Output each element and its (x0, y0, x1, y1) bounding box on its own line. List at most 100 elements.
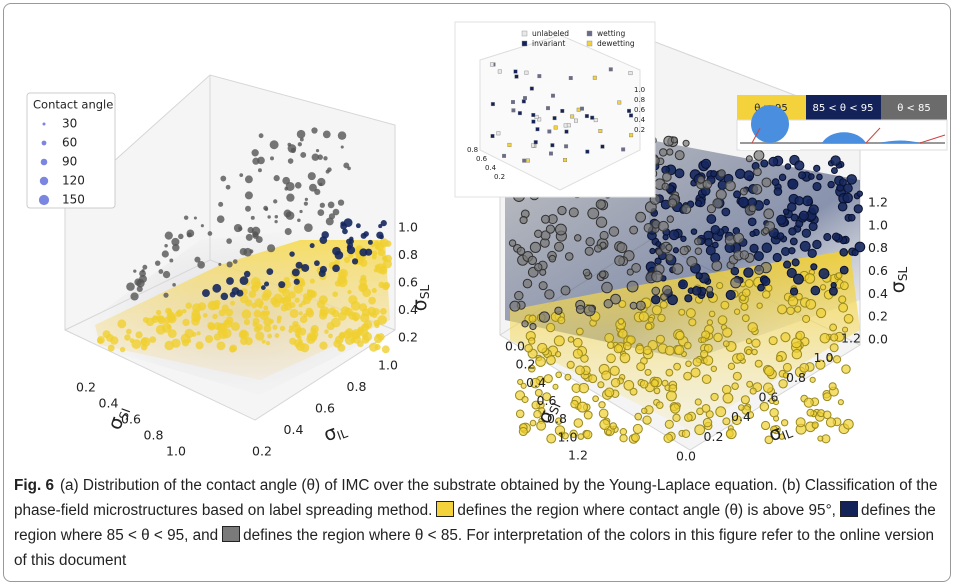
scatter-point (799, 362, 810, 373)
scatter-point (273, 175, 280, 182)
scatter-point (778, 173, 787, 182)
tick-label: 1.0 (378, 358, 398, 373)
scatter-point (731, 382, 739, 390)
inset-point (598, 129, 603, 133)
scatter-point (601, 370, 612, 381)
scatter-point (217, 322, 228, 333)
scatter-point (248, 290, 257, 298)
scatter-point (727, 362, 736, 370)
scatter-point (319, 306, 330, 316)
inset-tick-label: 1.0 (634, 86, 645, 94)
scatter-point (741, 288, 751, 298)
scatter-point (786, 306, 795, 316)
scatter-point (730, 266, 740, 276)
scatter-point (806, 408, 815, 417)
scatter-point (326, 322, 335, 331)
inset-point (564, 129, 569, 134)
scatter-point (778, 433, 786, 440)
scatter-point (546, 355, 556, 366)
scatter-point (595, 199, 606, 210)
scatter-point (220, 175, 227, 182)
scatter-point (300, 152, 307, 158)
scatter-point (730, 277, 742, 289)
scatter-point (799, 240, 811, 252)
scatter-point (610, 378, 621, 388)
scatter-point (722, 327, 733, 338)
scatter-point (636, 362, 646, 372)
scatter-point (703, 355, 714, 366)
scatter-point (761, 242, 773, 253)
scatter-point (218, 262, 222, 266)
scatter-point (298, 311, 303, 316)
scatter-point (588, 374, 598, 384)
scatter-point (557, 316, 566, 325)
caption-text: defines the region where θ < 85. For int… (14, 527, 935, 569)
scatter-point (715, 189, 727, 201)
scatter-point (816, 173, 823, 181)
scatter-point (520, 382, 527, 389)
scatter-point (825, 417, 837, 428)
scatter-point (608, 226, 620, 237)
scatter-point (702, 417, 713, 428)
scatter-point (741, 314, 750, 323)
scatter-point (250, 277, 261, 287)
scatter-point (244, 175, 253, 184)
scatter-point (252, 157, 260, 165)
scatter-point (319, 182, 323, 187)
scatter-point (701, 374, 712, 384)
scatter-point (745, 155, 753, 163)
caption-text: (a) Distribution of the contact angle (θ… (14, 477, 938, 519)
scatter-point (839, 178, 847, 187)
scatter-point (638, 311, 650, 322)
scatter-point (702, 179, 713, 190)
scatter-point (378, 266, 388, 275)
scatter-point (575, 304, 585, 314)
scatter-point (773, 187, 783, 196)
tick-label: 0.6 (868, 263, 888, 278)
scatter-point (371, 254, 377, 260)
tick-label: 1.0 (398, 220, 418, 235)
inset-point (529, 86, 534, 91)
scatter-point (831, 232, 841, 242)
scatter-point (574, 234, 582, 242)
scatter-point (312, 331, 319, 338)
scatter-point (264, 281, 270, 287)
scatter-point (684, 413, 693, 422)
scatter-point (794, 305, 802, 313)
inset-legend-label: wetting (597, 29, 625, 38)
scatter-point (278, 281, 286, 289)
scatter-point (665, 243, 673, 252)
scatter-point (598, 270, 607, 279)
scatter-point (371, 287, 377, 293)
scatter-point (202, 289, 210, 298)
scatter-point (577, 433, 585, 440)
scatter-point (671, 263, 684, 275)
inset-point (531, 119, 536, 124)
scatter-point (665, 253, 674, 262)
scatter-point (780, 332, 791, 343)
scatter-point (832, 355, 842, 364)
scatter-point (528, 314, 537, 323)
scatter-point (154, 260, 161, 266)
scatter-point (305, 309, 315, 318)
scatter-point (673, 362, 681, 371)
inset-point (570, 114, 575, 119)
scatter-point (713, 332, 723, 343)
scatter-point (721, 384, 732, 395)
scatter-point (281, 288, 291, 298)
scatter-point (856, 190, 863, 197)
scatter-point (775, 355, 783, 363)
tick-label: 0.4 (868, 286, 888, 301)
inset-point (584, 114, 589, 119)
legend-box (26, 92, 116, 209)
scatter-point (289, 308, 299, 318)
scatter-point (158, 269, 164, 274)
scatter-point (324, 329, 329, 334)
caption: Fig. 6 (a) Distribution of the contact an… (14, 473, 944, 573)
scatter-point (315, 149, 320, 153)
scatter-point (541, 214, 551, 224)
scatter-point (808, 173, 815, 180)
scatter-point (347, 166, 351, 171)
inset-point (593, 118, 598, 123)
key-label: θ < 85 (897, 103, 931, 114)
